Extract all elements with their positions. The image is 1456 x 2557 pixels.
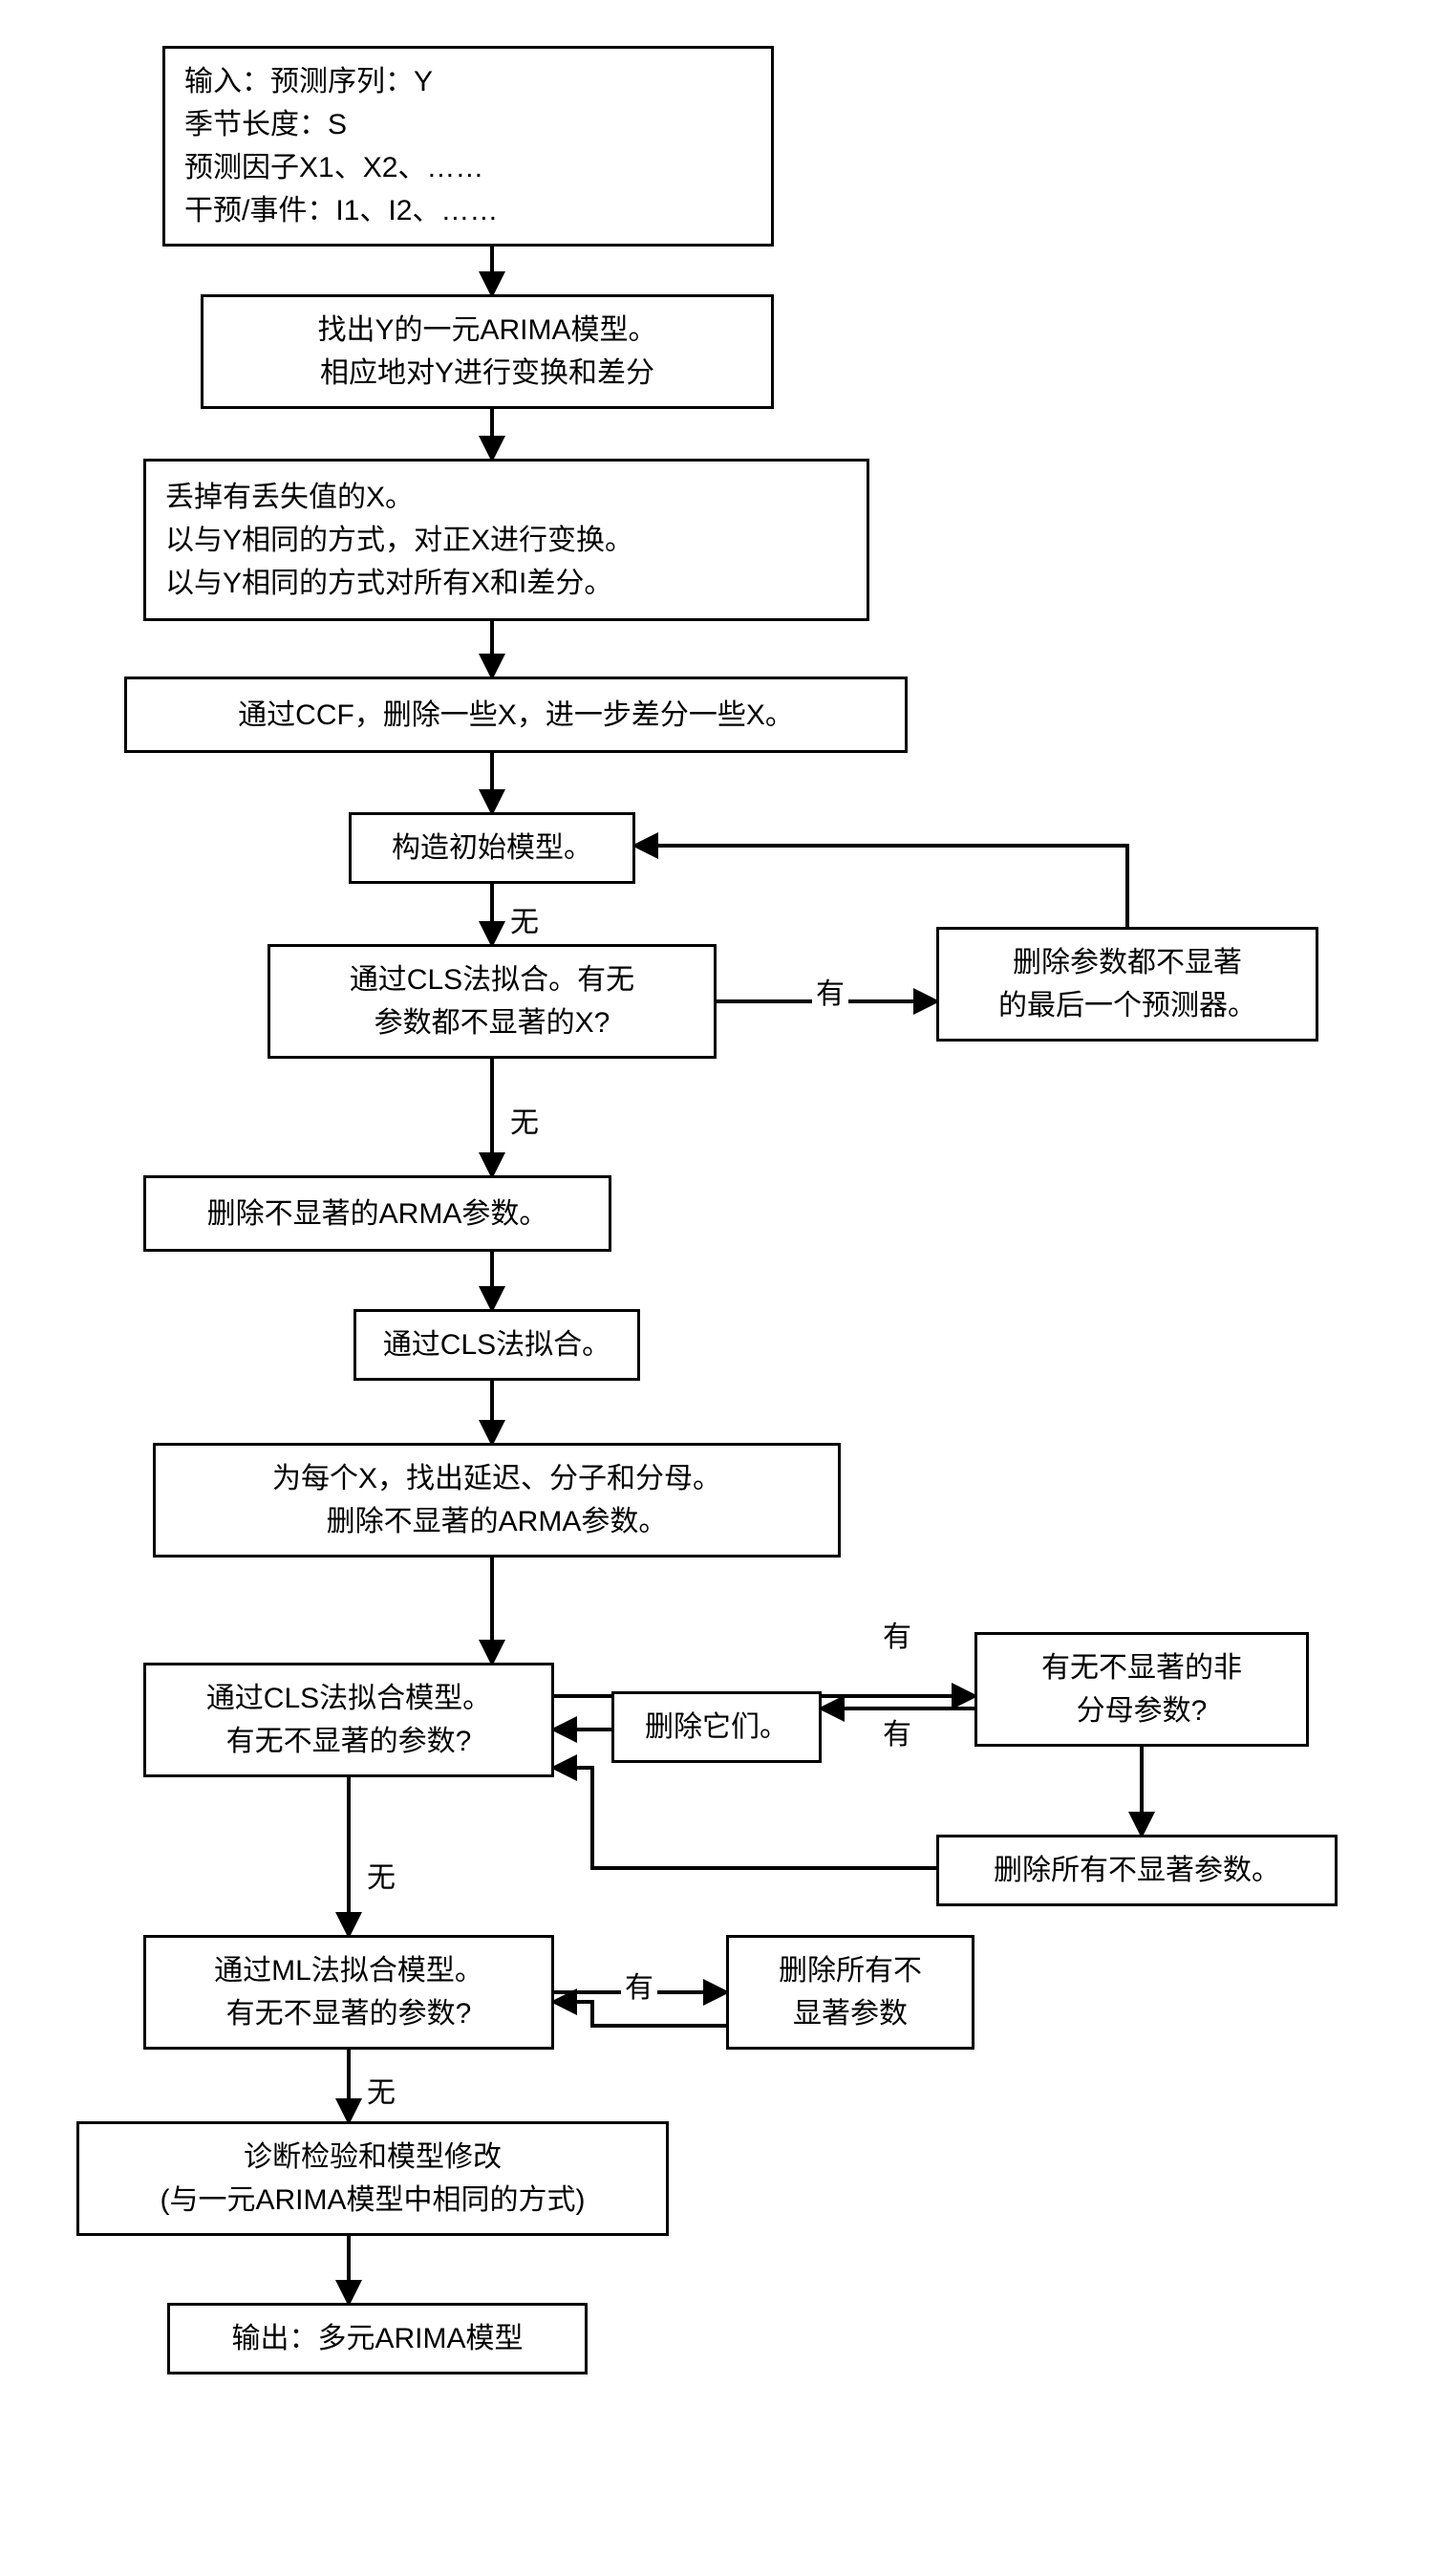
node-text: 删除它们。 (645, 1706, 788, 1749)
node-text: 的最后一个预测器。 (998, 984, 1256, 1027)
flowchart-node-n_cls_fit: 通过CLS法拟合。 (353, 1309, 640, 1381)
node-text: 有无不显著的非 (1041, 1646, 1242, 1689)
flowchart-node-n_del_arma: 删除不显著的ARMA参数。 (143, 1175, 611, 1252)
node-text: 删除所有不 (779, 1949, 922, 1992)
node-text: 删除不显著的ARMA参数。 (327, 1500, 668, 1543)
node-text: 以与Y相同的方式，对正X进行变换。 (165, 519, 633, 562)
flowchart-node-n_del_all2: 删除所有不显著参数 (726, 1935, 974, 2050)
node-text: 找出Y的一元ARIMA模型。 (317, 309, 656, 352)
node-text: 有无不显著的参数? (226, 1720, 472, 1763)
flowchart-node-n_init: 构造初始模型。 (349, 812, 635, 884)
flowchart-node-n_ccf: 通过CCF，删除一些X，进一步差分一些X。 (124, 677, 908, 753)
node-text: 预测因子X1、X2、…… (184, 146, 483, 189)
node-text: 通过ML法拟合模型。 (214, 1949, 483, 1992)
node-text: 分母参数? (1077, 1689, 1208, 1732)
flowchart-node-n_del_all1: 删除所有不显著参数。 (936, 1835, 1338, 1906)
node-text: 显著参数 (793, 1992, 908, 2035)
flowchart-edge (554, 1768, 936, 1868)
flowchart-node-n_ml_model: 通过ML法拟合模型。有无不显著的参数? (143, 1935, 554, 2050)
node-text: 为每个X，找出延迟、分子和分母。 (272, 1457, 721, 1500)
edge-label-yes: 有 (812, 970, 848, 1012)
flowchart-node-n_diag: 诊断检验和模型修改(与一元ARIMA模型中相同的方式) (76, 2121, 669, 2236)
flowchart-node-n_find_x: 为每个X，找出延迟、分子和分母。删除不显著的ARMA参数。 (153, 1443, 841, 1558)
node-text: 参数都不显著的X? (375, 1001, 610, 1044)
flowchart-node-n_cls_q: 通过CLS法拟合。有无参数都不显著的X? (268, 944, 717, 1059)
node-text: 删除所有不显著参数。 (994, 1849, 1280, 1892)
node-text: 以与Y相同的方式对所有X和I差分。 (165, 562, 612, 605)
flowchart-node-n_drop: 丢掉有丢失值的X。以与Y相同的方式，对正X进行变换。以与Y相同的方式对所有X和I… (143, 459, 869, 621)
node-text: 构造初始模型。 (392, 827, 592, 870)
edge-label-yes: 有 (621, 1964, 657, 2006)
node-text: 通过CLS法拟合。 (383, 1323, 610, 1366)
edge-label-yes: 有 (879, 1613, 915, 1655)
edge-label-no: 无 (363, 2069, 399, 2111)
edge-label-yes: 有 (879, 1710, 915, 1752)
node-text: 诊断检验和模型修改 (244, 2136, 502, 2179)
node-text: 输出：多元ARIMA模型 (231, 2317, 523, 2360)
edge-label-no: 无 (363, 1854, 399, 1896)
node-text: 通过CCF，删除一些X，进一步差分一些X。 (238, 694, 794, 737)
node-text: 相应地对Y进行变换和差分 (320, 352, 654, 395)
node-text: 季节长度：S (184, 103, 347, 146)
node-text: 通过CLS法拟合模型。 (206, 1677, 491, 1720)
flowchart-node-n_arima: 找出Y的一元ARIMA模型。相应地对Y进行变换和差分 (201, 294, 774, 409)
flowchart-node-n_del_pred: 删除参数都不显著的最后一个预测器。 (936, 927, 1318, 1042)
node-text: 输入：预测序列：Y (184, 60, 433, 103)
node-text: 删除不显著的ARMA参数。 (207, 1193, 548, 1236)
node-text: 删除参数都不显著 (1013, 941, 1242, 984)
flowchart-node-n_non_denom: 有无不显著的非分母参数? (974, 1632, 1309, 1747)
flowchart-edge (635, 846, 1127, 927)
edge-label-no: 无 (506, 1099, 543, 1141)
flowchart-node-n_cls_model: 通过CLS法拟合模型。有无不显著的参数? (143, 1663, 554, 1777)
flowchart-node-n_input: 输入：预测序列：Y季节长度：S预测因子X1、X2、……干预/事件：I1、I2、…… (162, 46, 774, 247)
node-text: (与一元ARIMA模型中相同的方式) (161, 2179, 586, 2222)
node-text: 通过CLS法拟合。有无 (350, 958, 634, 1001)
node-text: 干预/事件：I1、I2、…… (184, 189, 498, 232)
flowchart-node-n_output: 输出：多元ARIMA模型 (167, 2303, 588, 2374)
flowchart-node-n_del_them: 删除它们。 (611, 1691, 822, 1763)
node-text: 丢掉有丢失值的X。 (165, 476, 414, 519)
edge-label-no: 无 (506, 898, 543, 940)
node-text: 有无不显著的参数? (226, 1992, 472, 2035)
